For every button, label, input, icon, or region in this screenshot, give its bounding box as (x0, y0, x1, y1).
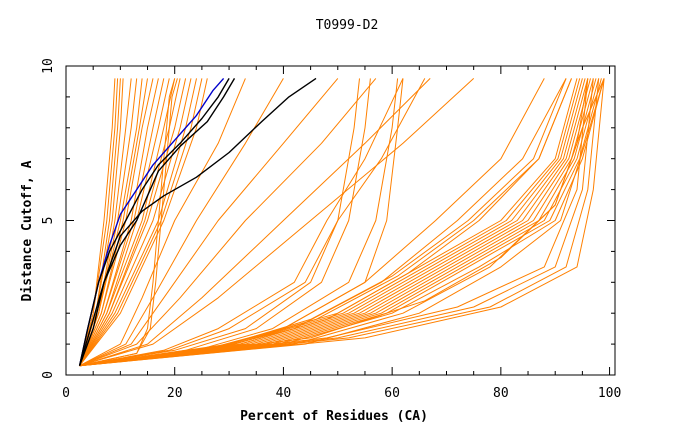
series-line-44 (79, 78, 597, 367)
series-line-24 (79, 78, 339, 367)
y-axis-label: Distance Cutoff, A (20, 160, 35, 301)
series-line-28 (79, 78, 360, 367)
series-line-2 (79, 78, 119, 366)
series-line-32 (79, 78, 404, 367)
series-line-52 (79, 78, 594, 367)
y-tick-label: 5 (41, 217, 56, 225)
x-axis-label: Percent of Residues (CA) (240, 409, 428, 424)
highlight-series-line-2 (78, 78, 230, 366)
series-line-51 (79, 78, 589, 367)
series-line-54 (79, 78, 605, 367)
series-line-41 (79, 78, 589, 367)
series-line-25 (79, 78, 377, 367)
y-tick-label: 10 (41, 58, 56, 74)
series-line-53 (79, 78, 600, 367)
ticks-layer: 0 20 40 60 80 100 0 5 10 (41, 58, 621, 401)
series-line-55 (79, 78, 567, 367)
series-line-15 (79, 78, 187, 366)
series-line-40 (79, 78, 586, 367)
series-line-22 (79, 78, 246, 367)
series-line-50 (79, 78, 589, 367)
series-line-23 (79, 78, 284, 367)
highlight-series-line-1 (78, 77, 225, 366)
x-tick-label: 20 (167, 386, 183, 401)
x-tick-label: 60 (384, 386, 400, 401)
series-line-13 (79, 78, 176, 366)
series-line-19 (79, 78, 208, 367)
x-tick-label: 40 (276, 386, 292, 401)
highlight-series-line-3 (78, 78, 236, 366)
series-layer (78, 77, 605, 367)
series-line-4 (79, 78, 124, 366)
x-tick-label: 100 (598, 386, 621, 401)
highlight-series-line-4 (78, 77, 317, 366)
x-tick-label: 0 (62, 386, 70, 401)
series-line-16 (79, 78, 192, 366)
x-tick-label: 80 (493, 386, 509, 401)
series-line-5 (79, 78, 132, 366)
series-line-33 (79, 78, 426, 367)
series-line-26 (79, 78, 431, 367)
series-line-27 (79, 78, 475, 367)
series-line-39 (79, 78, 583, 367)
series-line-21 (79, 78, 178, 367)
y-tick-label: 0 (41, 371, 56, 379)
chart-title: T0999-D2 (316, 18, 379, 33)
series-line-56 (79, 78, 572, 367)
series-line-48 (79, 78, 605, 367)
